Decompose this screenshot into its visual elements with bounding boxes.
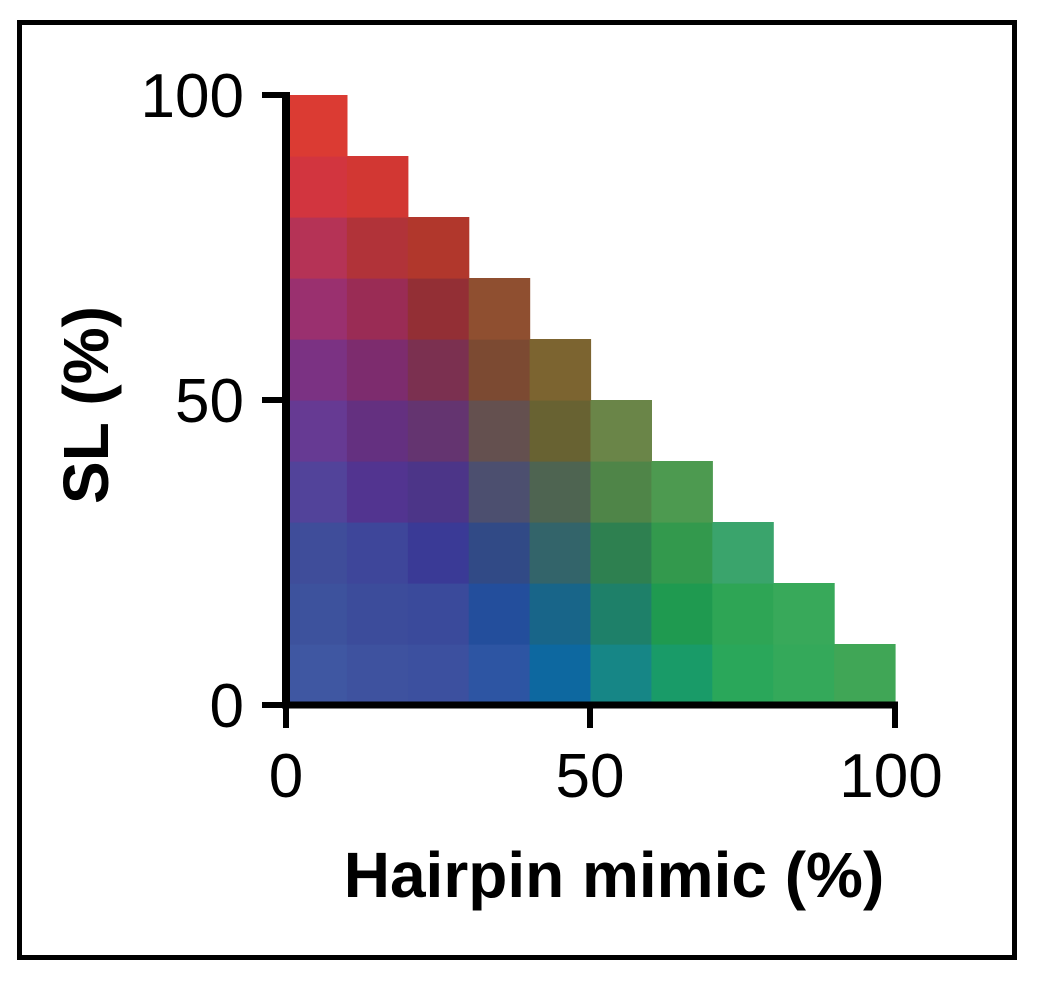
heatmap-cell (529, 400, 592, 462)
heatmap-cell (712, 522, 774, 584)
heatmap-cell (651, 583, 713, 645)
heatmap-cells (286, 95, 896, 706)
heatmap-cell (651, 644, 713, 706)
y-tick-label-100: 100 (141, 62, 244, 131)
heatmap-cell (346, 644, 409, 706)
heatmap-cell (286, 522, 348, 584)
heatmap-cell (286, 644, 348, 706)
heatmap-cell (346, 583, 409, 645)
heatmap-cell (286, 583, 348, 645)
heatmap-cell (346, 461, 409, 523)
heatmap-cell (286, 339, 348, 401)
heatmap-cell (590, 583, 652, 645)
heatmap-cell (468, 644, 531, 706)
heatmap-cell (286, 156, 348, 218)
heatmap-cell (468, 400, 531, 462)
heatmap-cell (712, 583, 774, 645)
heatmap-cell (346, 339, 409, 401)
heatmap-cell (590, 400, 652, 462)
heatmap-cell (407, 339, 470, 401)
heatmap-cell (590, 461, 652, 523)
heatmap-cell (468, 522, 531, 584)
heatmap-cell (407, 217, 470, 279)
heatmap-cell (712, 644, 774, 706)
heatmap-cell (529, 461, 592, 523)
heatmap-cell (346, 522, 409, 584)
heatmap-cell (590, 644, 652, 706)
heatmap-cell (346, 217, 409, 279)
heatmap-cell (468, 583, 531, 645)
heatmap-cell (407, 644, 470, 706)
heatmap-cell (529, 522, 592, 584)
heatmap-cell (651, 522, 713, 584)
heatmap-cell (407, 278, 470, 340)
heatmap-cell (529, 583, 592, 645)
heatmap-cell (286, 278, 348, 340)
heatmap-cell (407, 461, 470, 523)
heatmap-cell (286, 400, 348, 462)
y-tick-label-50: 50 (175, 367, 244, 436)
heatmap-cell (407, 522, 470, 584)
heatmap-cell (651, 461, 713, 523)
heatmap-cell (286, 217, 348, 279)
x-axis-title: Hairpin mimic (%) (344, 839, 885, 911)
heatmap-cell (407, 400, 470, 462)
heatmap-cell (773, 583, 835, 645)
heatmap-cell (590, 522, 652, 584)
heatmap-cell (346, 400, 409, 462)
heatmap-cell (529, 644, 592, 706)
x-tick-label-0: 0 (269, 742, 303, 811)
heatmap-cell (346, 278, 409, 340)
heatmap-cell (286, 95, 348, 157)
heatmap-cell (468, 461, 531, 523)
x-tick-label-100: 100 (839, 742, 942, 811)
heatmap-cell (773, 644, 835, 706)
heatmap-cell (468, 278, 531, 340)
x-tick-label-50: 50 (556, 742, 625, 811)
heatmap-cell (407, 583, 470, 645)
heatmap-cell (529, 339, 592, 401)
heatmap-cell (286, 461, 348, 523)
heatmap-cell (834, 644, 896, 706)
y-tick-label-0: 0 (210, 672, 244, 741)
heatmap-cell (468, 339, 531, 401)
heatmap-cell (346, 156, 409, 218)
y-axis-title: SL (%) (50, 306, 122, 504)
